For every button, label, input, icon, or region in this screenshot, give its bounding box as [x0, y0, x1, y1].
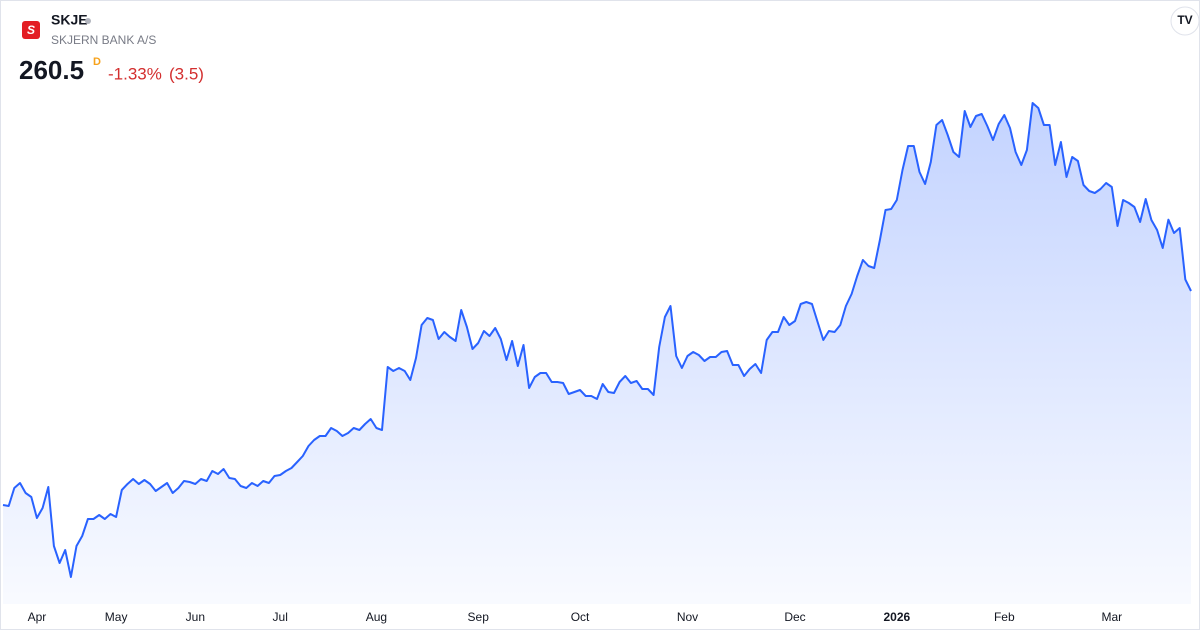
x-tick-label: Apr: [28, 610, 47, 624]
change-abs: (3.5): [169, 64, 204, 83]
svg-text:TV: TV: [1177, 13, 1192, 27]
x-tick-label: Dec: [784, 610, 805, 624]
interval: D: [93, 56, 101, 68]
status-dot: [85, 18, 91, 24]
x-tick-label: Aug: [366, 610, 387, 624]
svg-text:S: S: [27, 23, 35, 37]
x-tick-label: Jun: [186, 610, 205, 624]
x-tick-label: Sep: [468, 610, 490, 624]
x-tick-label: 2026: [883, 610, 910, 624]
x-tick-label: Mar: [1101, 610, 1122, 624]
logo: S: [22, 21, 40, 39]
x-tick-label: Nov: [677, 610, 698, 624]
company-name: SKJERN BANK A/S: [51, 33, 156, 47]
x-tick-label: Feb: [994, 610, 1015, 624]
x-tick-label: Jul: [273, 610, 288, 624]
price-line: [2, 102, 1192, 578]
area-fill: [3, 103, 1191, 604]
price: 260.5: [19, 55, 84, 85]
x-tick-label: May: [105, 610, 128, 624]
change-pct: -1.33%: [108, 64, 162, 83]
ticker: SKJE: [51, 12, 88, 28]
tv-logo[interactable]: TV: [1170, 6, 1200, 36]
x-tick-label: Oct: [571, 610, 590, 624]
plot-area: Apr May Jun Jul Aug Sep Oct Nov Dec 2026 Feb Mar: [2, 102, 1192, 624]
